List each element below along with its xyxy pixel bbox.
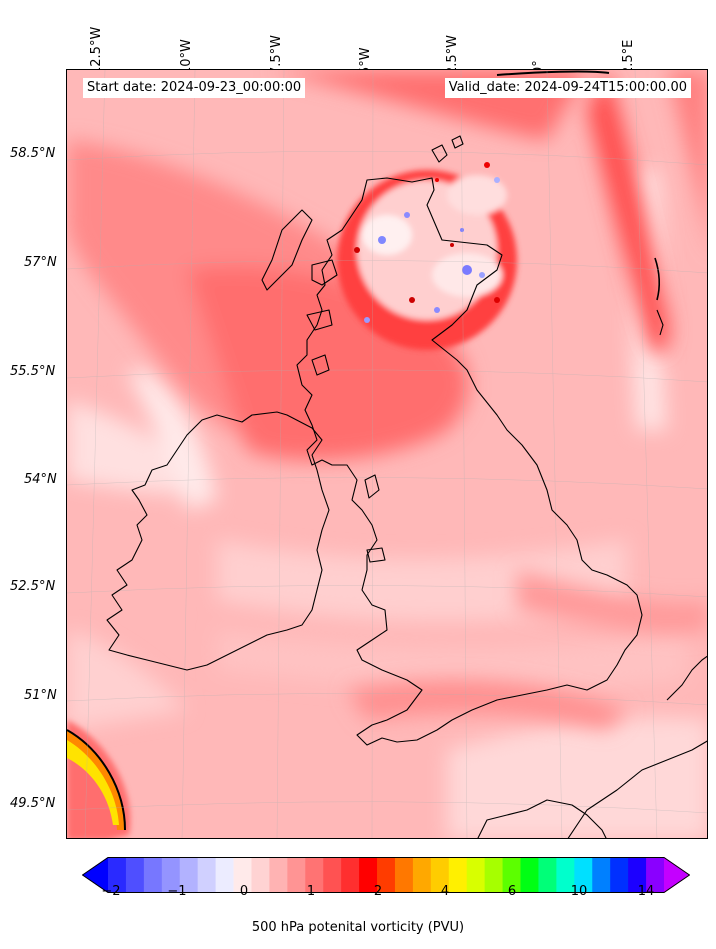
start-date-label: Start date: 2024-09-23_00:00:00 xyxy=(83,78,306,98)
coast-great-britain xyxy=(296,177,643,746)
cb-tick-minus1: −1 xyxy=(167,884,187,899)
colorbar-segment xyxy=(592,857,611,893)
cb-tick-14: 14 xyxy=(637,884,655,899)
colorbar-segment xyxy=(359,857,378,893)
cb-tick-6: 6 xyxy=(507,884,517,899)
coast-orkney-2 xyxy=(451,135,464,149)
lat-label-51n: 51°N xyxy=(24,688,57,703)
colorbar-segment xyxy=(287,857,306,893)
colorbar-segment xyxy=(197,857,217,893)
colorbar-extend-max xyxy=(664,857,690,893)
colorbar-segment xyxy=(628,857,647,893)
lat-label-54n: 54°N xyxy=(24,472,57,487)
pv-scotland-turbulence xyxy=(337,170,517,350)
coast-outer-hebrides xyxy=(261,209,313,291)
coast-skye xyxy=(311,259,338,286)
pv-contour-northeast xyxy=(654,257,660,301)
pv-map: Start date: 2024-09-23_00:00:00 Valid_da… xyxy=(66,69,708,839)
lat-label-49.5n: 49.5°N xyxy=(10,796,56,811)
colorbar-segment xyxy=(556,857,575,893)
colorbar-segment xyxy=(108,857,127,893)
colorbar-segment xyxy=(341,857,360,893)
cb-tick-4: 4 xyxy=(440,884,450,899)
colorbar-segment xyxy=(412,857,432,893)
lat-label-57n: 57°N xyxy=(24,255,57,270)
colorbar-segment xyxy=(448,857,468,893)
lon-label-12.5w: 12.5°W xyxy=(89,26,104,75)
colorbar-segment xyxy=(610,857,629,893)
coast-islay xyxy=(311,354,330,376)
cb-tick-0: 0 xyxy=(239,884,249,899)
coast-ireland xyxy=(106,411,330,671)
colorbar-segment xyxy=(430,857,450,893)
colorbar-segment xyxy=(377,857,396,893)
colorbar-segment xyxy=(574,857,593,893)
pv-red-specks xyxy=(354,162,500,303)
pv-negative-specks xyxy=(91,177,500,834)
colorbar-label: 500 hPa potenital vorticity (PVU) xyxy=(251,920,465,935)
cb-tick-2: 2 xyxy=(373,884,383,899)
map-canvas xyxy=(67,70,707,838)
colorbar-segment xyxy=(179,857,199,893)
pv-high-sw xyxy=(67,720,131,838)
coast-isle-of-man xyxy=(364,474,380,499)
colorbar-segment xyxy=(394,857,414,893)
coast-norway xyxy=(656,309,664,336)
coast-anglesey xyxy=(366,547,386,563)
pv-strong-band xyxy=(67,70,707,730)
colorbar-extend-min xyxy=(82,857,108,893)
colorbar-segment xyxy=(484,857,504,893)
graticule xyxy=(67,70,707,838)
cb-tick-10: 10 xyxy=(570,884,588,899)
coast-france xyxy=(477,799,607,838)
coast-mull xyxy=(306,309,333,331)
colorbar-segment xyxy=(538,857,557,893)
lat-label-55.5n: 55.5°N xyxy=(10,364,56,379)
colorbar-segment xyxy=(646,857,665,893)
colorbar-segment xyxy=(466,857,486,893)
colorbar-segment xyxy=(215,857,235,893)
colorbar-segment xyxy=(520,857,539,893)
colorbar-segment xyxy=(251,857,270,893)
colorbar-segment xyxy=(323,857,342,893)
lat-label-58.5n: 58.5°N xyxy=(10,146,56,161)
valid-date-label: Valid_date: 2024-09-24T15:00:00.00 xyxy=(444,78,691,98)
colorbar xyxy=(82,857,690,893)
colorbar-segment xyxy=(305,857,324,893)
colorbar-segment xyxy=(143,857,163,893)
colorbar-segment xyxy=(125,857,145,893)
cb-tick-minus2: −2 xyxy=(101,884,121,899)
coastlines xyxy=(106,135,707,838)
pv-light-bands xyxy=(67,170,707,838)
colorbar-segment xyxy=(502,857,522,893)
pv-contour-north xyxy=(496,70,610,76)
coast-orkney xyxy=(431,144,448,163)
coast-low-countries xyxy=(666,655,707,701)
colorbar-segment xyxy=(269,857,288,893)
coast-france-north xyxy=(567,740,707,838)
lat-label-52.5n: 52.5°N xyxy=(10,579,56,594)
colorbar-segment xyxy=(233,857,252,893)
cb-tick-1: 1 xyxy=(306,884,316,899)
colorbar-segment xyxy=(161,857,181,893)
colorbar-outline xyxy=(82,857,690,893)
